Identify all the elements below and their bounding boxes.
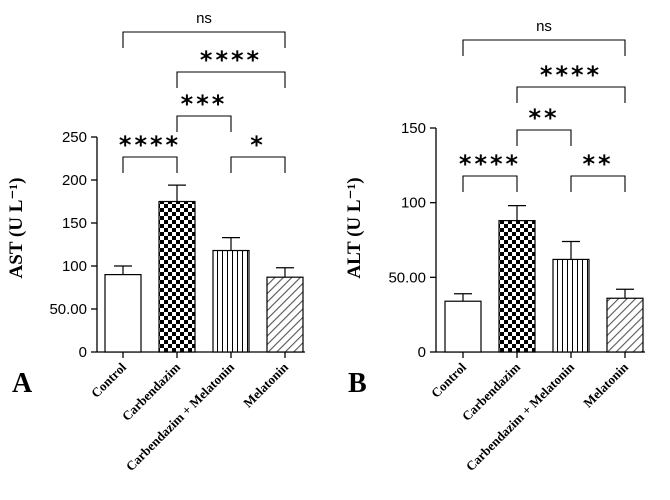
significance-bracket — [462, 175, 518, 192]
y-axis-label: ALT (U L⁻¹) — [344, 177, 365, 278]
bar — [212, 249, 250, 353]
y-tick-label: 100 — [401, 195, 426, 212]
y-tick-label: 100 — [62, 258, 87, 275]
y-tick-label: 150 — [62, 215, 87, 232]
significance-label: **** — [200, 46, 262, 74]
bar — [498, 219, 536, 353]
x-tick-label: Melatonin — [240, 359, 291, 410]
panel-a-chart: 0 50.00 100 150 200 250 AST (U L⁻¹) ControlCarb… — [6, 10, 305, 474]
significance-bracket — [516, 129, 572, 146]
y-tick-label: 150 — [401, 120, 426, 137]
significance-label: *** — [181, 90, 228, 118]
bar — [158, 200, 196, 353]
significance-label: **** — [119, 131, 181, 159]
significance-bracket — [176, 71, 286, 88]
bar — [606, 297, 644, 353]
bar — [444, 300, 482, 353]
significance-label: * — [250, 131, 266, 159]
significance-bracket — [176, 115, 232, 132]
significance-bracket — [230, 156, 286, 173]
significance-bracket — [462, 39, 626, 56]
significance-bracket — [516, 86, 626, 103]
significance-label: ns — [196, 10, 212, 27]
x-tick-label: Control — [88, 359, 129, 400]
panel-label: B — [348, 368, 367, 399]
bar — [266, 276, 304, 353]
significance-bracket — [122, 31, 286, 48]
bar — [552, 258, 590, 353]
significance-label: ** — [582, 150, 613, 178]
significance-label: **** — [459, 150, 521, 178]
y-tick-label: 50.00 — [49, 301, 87, 318]
panel-label: A — [12, 368, 33, 399]
y-tick-label: 0 — [79, 344, 87, 361]
y-tick-label: 250 — [62, 129, 87, 146]
x-tick-label: Carbendazim + Melatonin — [123, 359, 238, 474]
y-tick-label: 50.00 — [388, 269, 426, 286]
significance-label: **** — [540, 61, 602, 89]
significance-bracket — [122, 156, 178, 173]
significance-label: ** — [528, 104, 559, 132]
x-tick-label: Melatonin — [580, 359, 631, 410]
x-tick-label: Control — [428, 359, 469, 400]
panel-b-chart: 0 50.00 100 150 ALT (U L⁻¹) ControlCarbendazi… — [344, 18, 645, 474]
x-tick-label: Carbendazim + Melatonin — [463, 359, 578, 474]
bar — [104, 274, 142, 353]
significance-label: ns — [536, 18, 552, 35]
y-tick-label: 0 — [418, 344, 426, 361]
significance-bracket — [570, 175, 626, 192]
y-tick-label: 200 — [62, 172, 87, 189]
y-axis-label: AST (U L⁻¹) — [6, 178, 27, 279]
